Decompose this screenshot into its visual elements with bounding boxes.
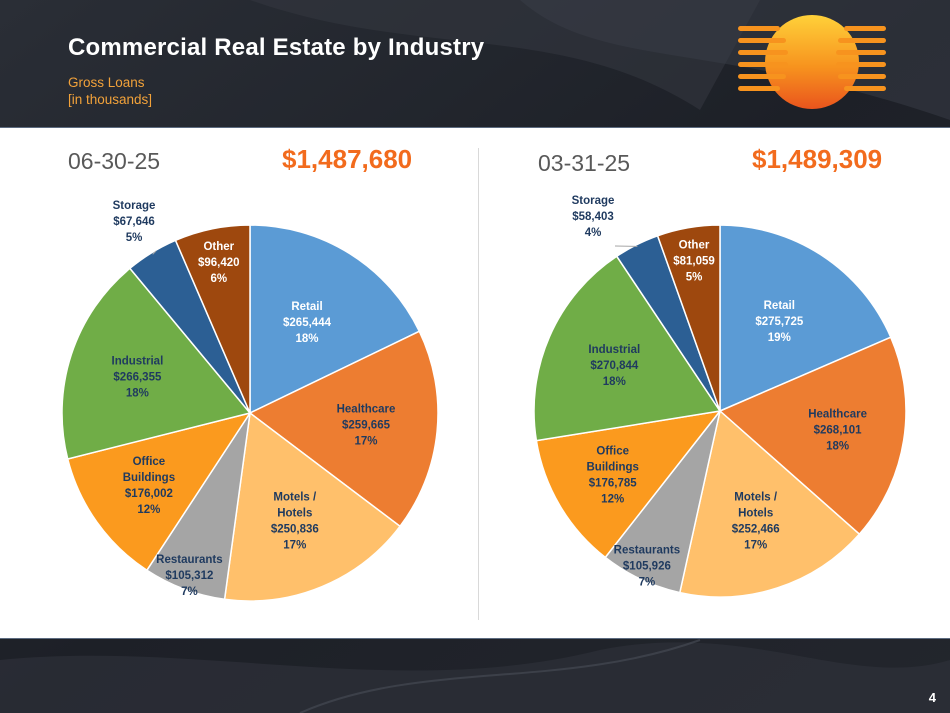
slice-name: Motels / — [273, 492, 317, 504]
slice-value: $266,355 — [113, 371, 162, 383]
slice-label-motels-hotels: Motels / Hotels $250,836 17% — [271, 492, 319, 552]
slice-label-healthcare: Healthcare $259,665 17% — [337, 404, 396, 448]
total-right: $1,489,309 — [752, 144, 883, 174]
logo-stripes — [738, 26, 886, 91]
date-label-left: 06-30-25 — [68, 148, 161, 174]
slice-name: Healthcare — [337, 404, 396, 416]
pie-slice-industrial — [533, 255, 722, 442]
slice-name: Retail — [764, 300, 795, 312]
slice-label-office-buildings: Office Buildings $176,002 12% — [123, 456, 175, 516]
slice-name: Industrial — [112, 355, 164, 367]
slice-label-retail: Retail $265,444 18% — [283, 301, 332, 345]
slice-value: $259,665 — [342, 420, 391, 432]
pie-chart-0: Retail$265,44418%Healthcare$259,66517%Mo… — [61, 200, 439, 602]
slice-value: $176,002 — [125, 488, 173, 500]
pie-slice-healthcare — [248, 330, 439, 528]
slice-value: $105,312 — [165, 570, 213, 582]
slice-label-industrial: Industrial $266,355 18% — [112, 355, 164, 399]
slice-label-office-buildings: Office Buildings $176,785 12% — [587, 445, 639, 505]
page-number: 4 — [928, 690, 936, 705]
slice-name: Restaurants — [156, 554, 222, 566]
slice-name: Storage — [113, 200, 156, 212]
pie-slice-office-buildings — [66, 411, 252, 572]
slice-percent: 18% — [295, 333, 318, 345]
pie-chart-1: Retail $275,725 19% Healthcare $268,101 18% Mo… — [533, 195, 907, 598]
slice-value: $268,101 — [814, 425, 863, 437]
slice-percent: 7% — [639, 577, 656, 589]
pie-slice-retail — [719, 224, 892, 413]
slice-name: Storage — [572, 195, 615, 207]
pie-slice-motels-hotels — [223, 411, 402, 602]
panel-divider — [478, 148, 479, 620]
slice-percent: 12% — [601, 493, 624, 505]
slice-value: $105,926 — [623, 561, 671, 573]
slice-label-other: Other $81,059 5% — [673, 240, 715, 284]
slice-percent: 18% — [603, 376, 626, 388]
date-label-right: 03-31-25 — [538, 150, 631, 176]
slice-label-restaurants: Restaurants $105,312 7% — [156, 554, 222, 598]
slice-name: Restaurants — [614, 545, 680, 557]
slice-value: $252,466 — [732, 524, 780, 536]
pie-slice-other — [174, 224, 251, 414]
pie-slice-office-buildings — [535, 409, 722, 559]
subtitle-line-2: [in thousands] — [68, 92, 153, 107]
slice-name: Other — [203, 241, 234, 253]
page-title: Commercial Real Estate by Industry — [68, 34, 485, 61]
slice-name: Buildings — [587, 461, 639, 473]
slice-percent: 19% — [768, 332, 791, 344]
slice-label-storage: Storage $67,646 5% — [113, 200, 156, 244]
slice-name: Motels / — [734, 492, 778, 504]
slice-percent: 17% — [283, 540, 306, 552]
total-left: $1,487,680 — [282, 144, 413, 174]
slice-name: Other — [679, 240, 710, 252]
slice-percent: 18% — [126, 387, 149, 399]
slice-name: Industrial — [588, 344, 640, 356]
slice-value: $270,844 — [590, 360, 639, 372]
pie-slice-motels-hotels — [678, 409, 861, 598]
slice-name: Retail — [291, 301, 322, 313]
slice-value: $96,420 — [198, 257, 240, 269]
slice-name: Buildings — [123, 472, 175, 484]
slice-name: Hotels — [277, 508, 312, 520]
slice-percent: 12% — [137, 504, 160, 516]
slice-value: $67,646 — [113, 216, 155, 228]
slice-label-restaurants: Restaurants $105,926 7% — [614, 545, 680, 589]
slice-value: $275,725 — [755, 316, 804, 328]
slice-percent: 17% — [744, 540, 767, 552]
leader-line-storage — [152, 250, 157, 255]
slice-value: $265,444 — [283, 317, 332, 329]
pie-slice-retail — [249, 224, 421, 415]
subtitle: Gross Loans [in thousands] — [68, 74, 152, 108]
slice-percent: 5% — [126, 232, 143, 244]
slice-label-motels-hotels: Motels / Hotels $252,466 17% — [732, 492, 780, 552]
pie-slice-healthcare — [718, 336, 907, 536]
slice-label-retail: Retail $275,725 19% — [755, 300, 804, 344]
slice-value: $176,785 — [589, 477, 638, 489]
slice-value: $81,059 — [673, 256, 715, 268]
slice-name: Healthcare — [808, 409, 867, 421]
slice-value: $250,836 — [271, 524, 319, 536]
pie-slice-other — [656, 224, 721, 412]
pie-slice-industrial — [61, 267, 252, 460]
slice-value: $58,403 — [572, 211, 614, 223]
slice-name: Hotels — [738, 508, 773, 520]
slice-label-other: Other $96,420 6% — [198, 241, 240, 285]
slice-label-storage: Storage $58,403 4% — [572, 195, 615, 239]
slice-percent: 18% — [826, 441, 849, 453]
slice-label-healthcare: Healthcare $268,101 18% — [808, 409, 867, 453]
slice-name: Office — [133, 456, 166, 468]
slice-percent: 17% — [354, 436, 377, 448]
slice-name: Office — [596, 445, 629, 457]
slice-label-industrial: Industrial $270,844 18% — [588, 344, 640, 388]
slice-percent: 6% — [210, 273, 227, 285]
subtitle-line-1: Gross Loans — [68, 75, 145, 90]
slice-percent: 5% — [686, 272, 703, 284]
slice-percent: 7% — [181, 586, 198, 598]
company-logo — [738, 15, 886, 109]
slice-percent: 4% — [585, 227, 602, 239]
